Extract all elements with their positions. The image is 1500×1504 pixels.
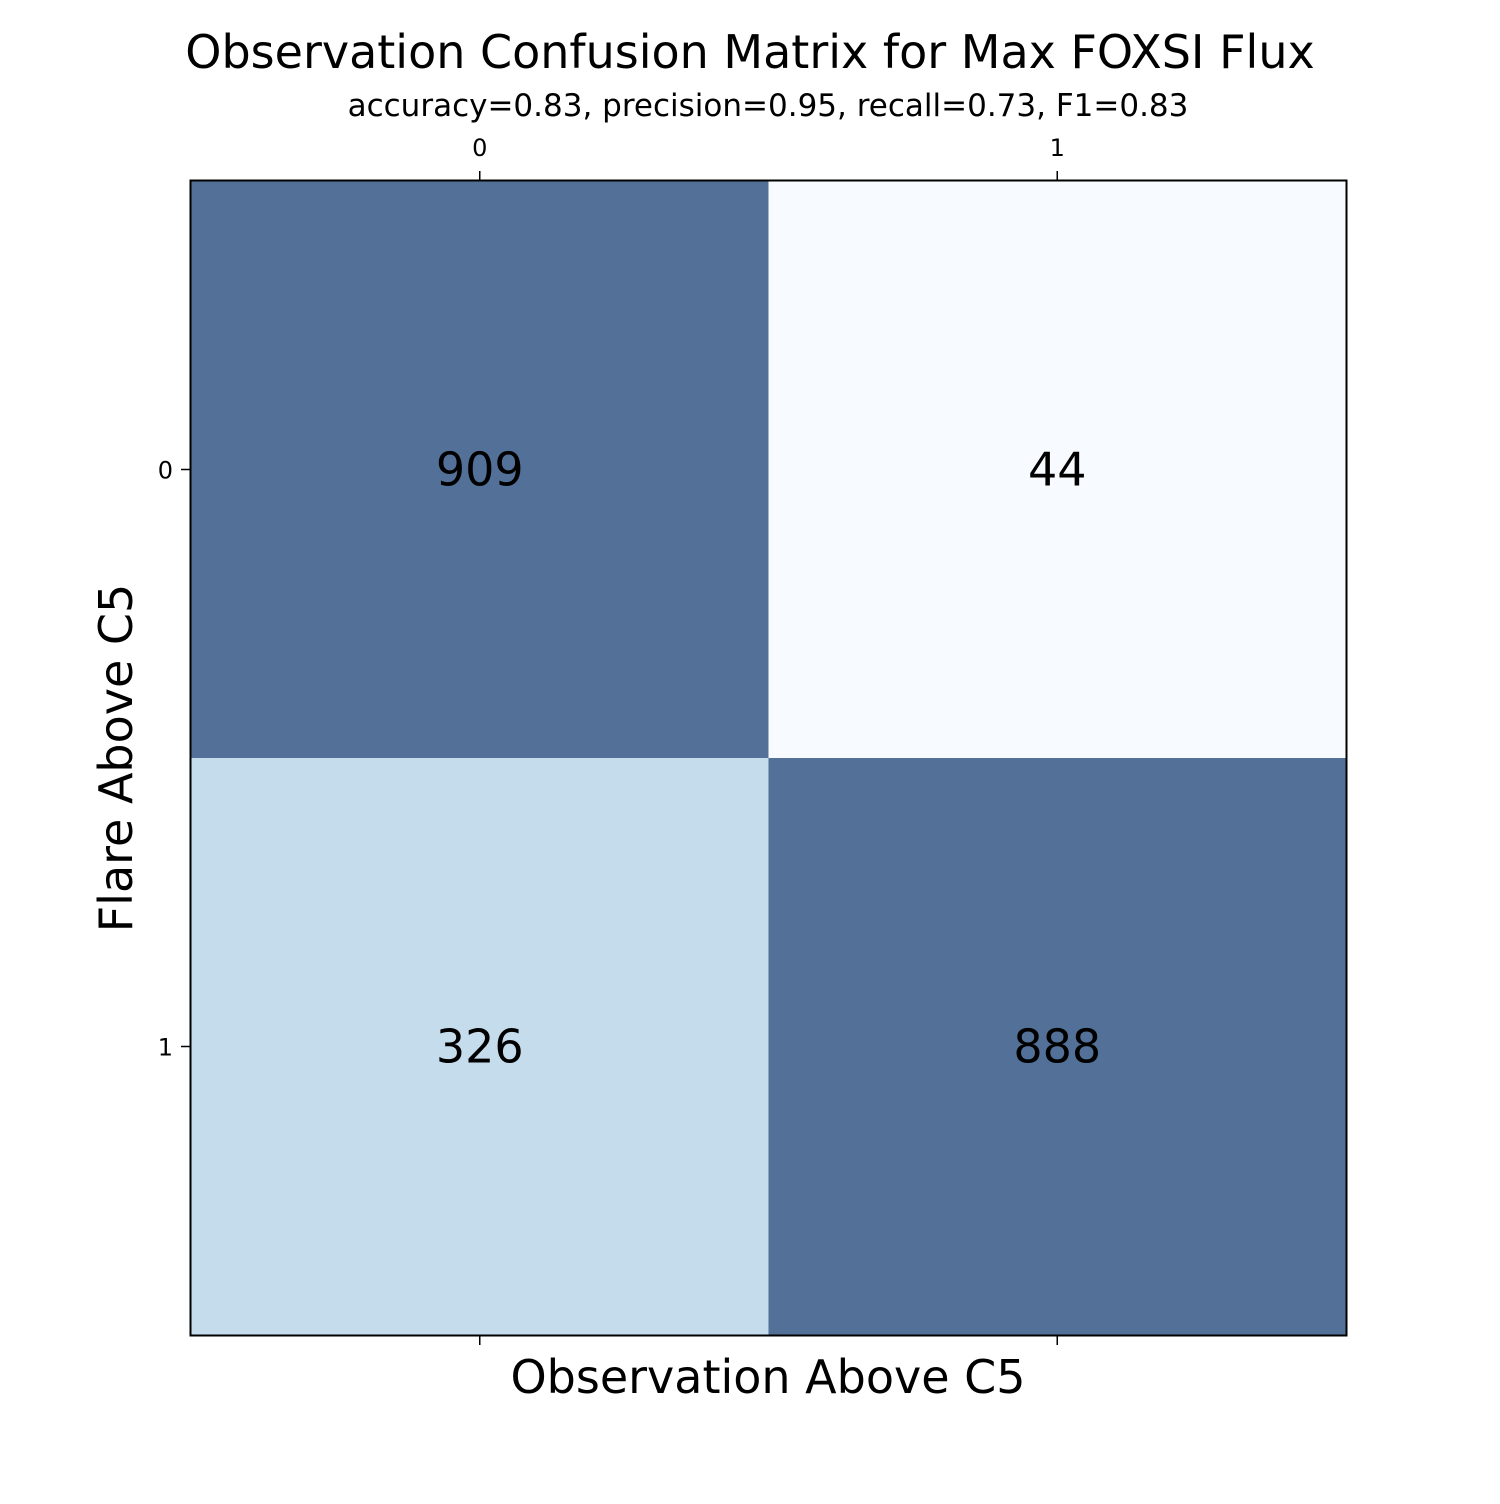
chart-subtitle: accuracy=0.83, precision=0.95, recall=0.… — [348, 88, 1189, 124]
y-tick-label-0: 0 — [158, 457, 173, 485]
cell-value-0-0: 909 — [436, 443, 524, 497]
cell-value-1-1: 888 — [1013, 1020, 1101, 1074]
matrix-cell-0-1 — [768, 181, 1346, 758]
y-ticks: 01 — [158, 457, 191, 1062]
plot-frame — [189, 179, 1348, 1337]
x-axis-label: Observation Above C5 — [510, 1350, 1025, 1404]
cell-value-1-0: 326 — [436, 1020, 524, 1074]
matrix-cell-1-0 — [191, 758, 769, 1335]
x-tick-label-0: 0 — [472, 134, 487, 162]
y-axis-label: Flare Above C5 — [89, 584, 143, 933]
cell-value-0-1: 44 — [1028, 443, 1087, 497]
chart-title: Observation Confusion Matrix for Max FOX… — [185, 25, 1314, 79]
y-tick-label-1: 1 — [158, 1034, 173, 1062]
x-tick-label-1: 1 — [1050, 134, 1065, 162]
matrix-cell-1-1 — [768, 758, 1346, 1335]
matrix-cell-labels: 909 44 326 888 — [436, 443, 1101, 1074]
matrix-cell-0-0 — [191, 181, 769, 758]
matrix-cells — [191, 181, 1346, 1335]
